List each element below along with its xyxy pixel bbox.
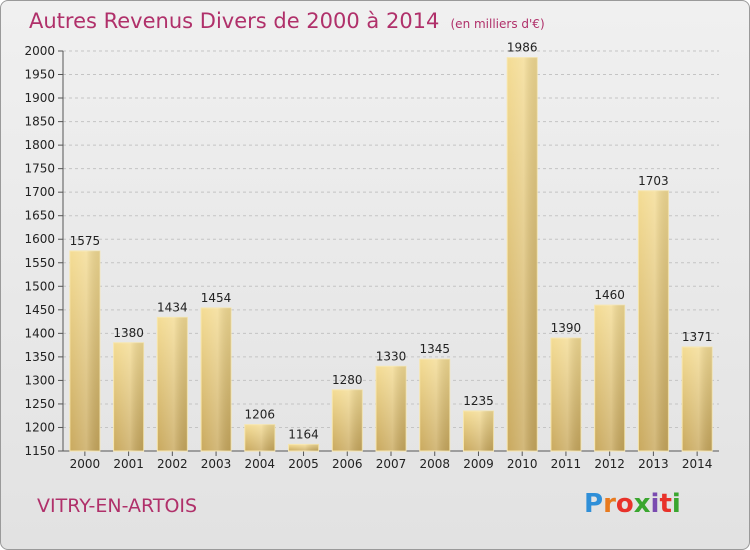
x-tick-label: 2000 bbox=[70, 457, 101, 471]
x-tick-label: 2011 bbox=[551, 457, 582, 471]
bar-shading bbox=[244, 424, 275, 451]
x-tick-label: 2010 bbox=[507, 457, 538, 471]
y-tick-label: 1350 bbox=[24, 350, 55, 364]
y-tick-label: 1750 bbox=[24, 162, 55, 176]
logo-letter: o bbox=[615, 489, 634, 519]
chart-title: Autres Revenus Divers de 2000 à 2014 (en… bbox=[29, 9, 545, 33]
logo-letter: P bbox=[584, 489, 604, 519]
x-tick-label: 2006 bbox=[332, 457, 363, 471]
y-tick-label: 1900 bbox=[24, 91, 55, 105]
bar-value-label: 1371 bbox=[682, 330, 713, 344]
bar-value-label: 1390 bbox=[551, 321, 582, 335]
bar-shading bbox=[463, 411, 494, 451]
x-tick-label: 2013 bbox=[638, 457, 669, 471]
bar-shading bbox=[332, 389, 363, 451]
bars bbox=[69, 57, 713, 452]
x-tick-label: 2003 bbox=[201, 457, 232, 471]
x-tick-label: 2007 bbox=[376, 457, 407, 471]
y-tick-label: 1800 bbox=[24, 138, 55, 152]
city-name: VITRY-EN-ARTOIS bbox=[37, 495, 198, 517]
bar-value-label: 1330 bbox=[376, 349, 407, 363]
bar-value-label: 1986 bbox=[507, 41, 538, 55]
bar-shading bbox=[288, 444, 319, 451]
y-tick-label: 1400 bbox=[24, 326, 55, 340]
bar-shading bbox=[594, 305, 625, 451]
bar-shading bbox=[507, 57, 538, 452]
bar-value-label: 1380 bbox=[113, 326, 144, 340]
logo-letter: i bbox=[650, 489, 660, 519]
x-tick-label: 2002 bbox=[157, 457, 188, 471]
bar-shading bbox=[376, 366, 406, 451]
y-tick-label: 1150 bbox=[24, 444, 55, 458]
bar-shading bbox=[638, 190, 669, 451]
logo-letter: i bbox=[671, 489, 681, 519]
y-tick-label: 1700 bbox=[24, 185, 55, 199]
bar-shading bbox=[157, 317, 188, 451]
bar-shading bbox=[682, 347, 713, 451]
x-tick-label: 2005 bbox=[288, 457, 319, 471]
y-tick-label: 1950 bbox=[24, 68, 55, 82]
bar-value-label: 1206 bbox=[245, 408, 276, 422]
y-tick-label: 1850 bbox=[24, 115, 55, 129]
logo-letter: x bbox=[633, 489, 651, 519]
proxiti-logo[interactable]: Proxiti bbox=[584, 489, 681, 519]
bar-value-label: 1460 bbox=[594, 288, 625, 302]
bar-value-label: 1280 bbox=[332, 373, 363, 387]
bar-shading bbox=[419, 359, 450, 451]
bar-shading bbox=[201, 307, 232, 451]
bar-value-label: 1345 bbox=[419, 342, 450, 356]
y-tick-label: 1200 bbox=[24, 420, 55, 434]
y-tick-label: 1550 bbox=[24, 256, 55, 270]
x-tick-label: 2001 bbox=[113, 457, 144, 471]
bar-value-label: 1434 bbox=[157, 300, 188, 314]
x-tick-label: 2014 bbox=[682, 457, 713, 471]
bar-value-label: 1703 bbox=[638, 174, 669, 188]
y-tick-label: 1650 bbox=[24, 209, 55, 223]
bar-shading bbox=[550, 338, 581, 451]
bar-shading bbox=[113, 342, 144, 451]
y-tick-label: 1600 bbox=[24, 232, 55, 246]
y-tick-label: 1450 bbox=[24, 303, 55, 317]
y-tick-label: 2000 bbox=[24, 44, 55, 58]
logo-letter: r bbox=[603, 489, 616, 519]
y-tick-label: 1300 bbox=[24, 373, 55, 387]
logo-letter: t bbox=[659, 489, 672, 519]
bar-value-label: 1575 bbox=[70, 234, 101, 248]
y-tick-label: 1500 bbox=[24, 279, 55, 293]
x-tick-label: 2008 bbox=[419, 457, 450, 471]
bar-shading bbox=[69, 251, 100, 451]
chart-title-unit: (en milliers d'€) bbox=[450, 17, 545, 31]
x-tick-label: 2004 bbox=[245, 457, 276, 471]
x-tick-label: 2012 bbox=[594, 457, 625, 471]
bar-value-label: 1454 bbox=[201, 291, 232, 305]
x-tick-label: 2009 bbox=[463, 457, 494, 471]
labels: 1150 1200 1250 1300 1350 1400 1450 1500 1550 1600… bbox=[24, 41, 712, 471]
bar-value-label: 1164 bbox=[288, 427, 319, 441]
bar-value-label: 1235 bbox=[463, 394, 494, 408]
chart-title-main: Autres Revenus Divers de 2000 à 2014 bbox=[29, 9, 440, 33]
y-tick-label: 1250 bbox=[24, 397, 55, 411]
